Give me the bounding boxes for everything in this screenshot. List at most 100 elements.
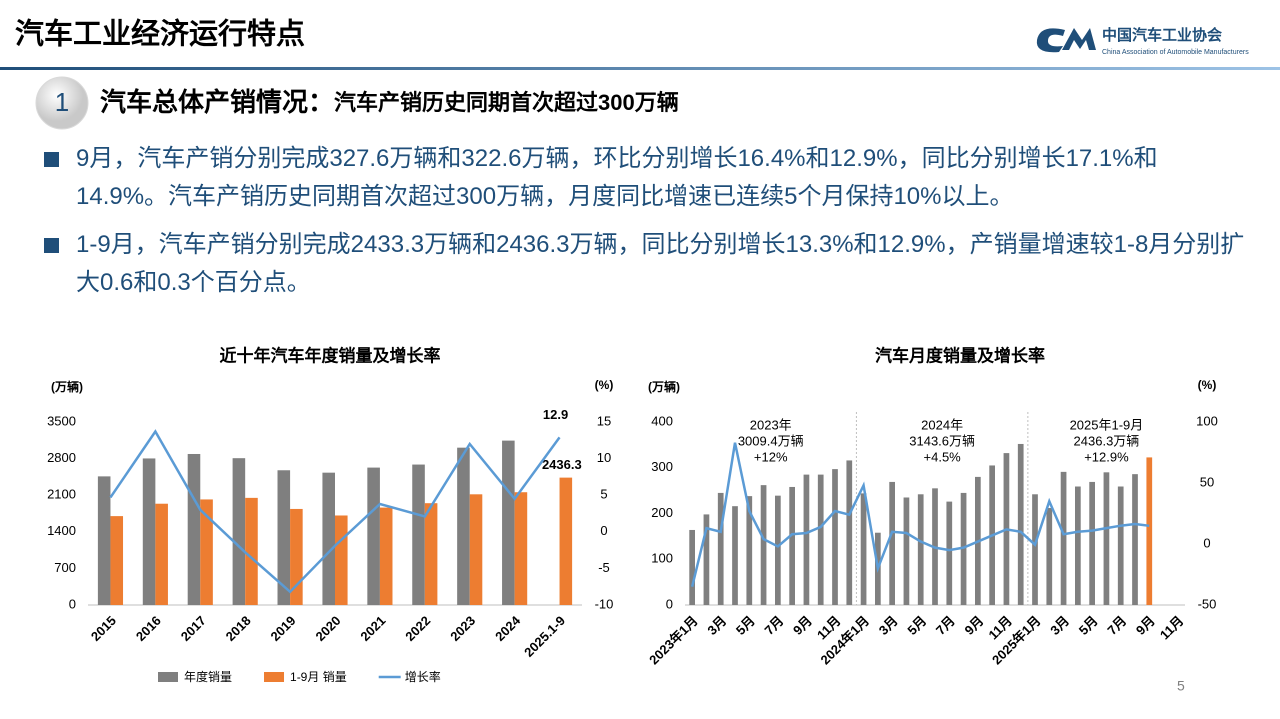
x-tick-label: 5月 <box>1076 613 1101 638</box>
y2-axis-label: (%) <box>595 378 614 392</box>
bar <box>155 503 168 605</box>
bar <box>1132 474 1138 605</box>
x-tick-label: 5月 <box>904 613 929 638</box>
x-tick-label: 2021 <box>357 613 388 644</box>
bar <box>469 494 483 605</box>
x-tick-label: 2018 <box>223 613 254 644</box>
bar <box>322 472 335 605</box>
bar <box>717 492 724 605</box>
bar <box>1075 486 1081 605</box>
bullet: 1-9月，汽车产销分别完成2433.3万辆和2436.3万辆，同比分别增长13.… <box>40 226 1245 302</box>
bar <box>889 481 895 605</box>
bullet: 9月，汽车产销分别完成327.6万辆和322.6万辆，环比分别增长16.4%和1… <box>40 140 1245 216</box>
annotation: 2025年1-9月 <box>1070 417 1144 432</box>
legend-swatch <box>158 672 178 682</box>
bar <box>960 492 967 605</box>
annotation: +4.5% <box>924 449 962 464</box>
bar <box>832 469 838 605</box>
x-tick-label: 2015 <box>88 613 119 644</box>
bar <box>502 440 515 605</box>
legend-label: 年度销量 <box>184 669 232 684</box>
bar <box>846 460 853 605</box>
y-tick-label: 1400 <box>47 523 76 538</box>
bar <box>789 486 795 605</box>
bar <box>412 464 425 605</box>
y-tick-label: 100 <box>651 551 673 566</box>
bar <box>110 516 124 605</box>
bar <box>775 495 781 605</box>
slide-title: 汽车工业经济运行特点 <box>15 17 305 51</box>
y-axis-label: (万辆) <box>51 379 83 394</box>
y2-tick-label: 5 <box>600 487 607 502</box>
x-tick-label: 9月 <box>1133 613 1158 638</box>
bar <box>424 503 438 605</box>
bar <box>514 492 528 605</box>
logo <box>1036 28 1096 53</box>
x-tick-label: 7月 <box>933 613 958 638</box>
y2-axis-label: (%) <box>1198 378 1217 392</box>
bar <box>200 499 213 605</box>
y2-tick-label: 10 <box>597 450 611 465</box>
bar <box>860 493 867 605</box>
y2-tick-label: 50 <box>1200 474 1214 489</box>
bar <box>689 529 695 605</box>
y-axis-label: (万辆) <box>648 379 680 394</box>
section-heading: 汽车总体产销情况：汽车产销历史同期首次超过300万辆 <box>100 87 679 117</box>
bar <box>97 476 111 605</box>
section-subtitle: 汽车产销历史同期首次超过300万辆 <box>334 90 679 115</box>
bar <box>1146 457 1153 605</box>
bar <box>1046 508 1053 605</box>
org-name-en: China Association of Automobile Manufact… <box>1102 49 1249 56</box>
bar <box>903 497 910 605</box>
bar <box>559 477 573 605</box>
bar <box>760 485 767 605</box>
annotation: 2024年 <box>921 417 963 432</box>
y2-tick-label: 0 <box>1203 535 1210 550</box>
y-tick-label: 200 <box>651 505 673 520</box>
x-tick-label: 2019 <box>268 613 299 644</box>
line-series <box>109 429 561 594</box>
bar <box>1017 443 1024 605</box>
page-number: 5 <box>1177 678 1185 694</box>
legend-swatch <box>264 672 285 682</box>
x-tick-label: 9月 <box>790 613 815 638</box>
x-tick-label: 7月 <box>1104 613 1129 638</box>
y2-tick-label: 100 <box>1196 413 1218 428</box>
y-tick-label: 2800 <box>47 450 76 465</box>
x-tick-label: 2022 <box>402 613 433 644</box>
bar <box>1089 481 1095 605</box>
bar <box>187 453 201 605</box>
section-title: 汽车总体产销情况： <box>100 87 334 117</box>
x-tick-label: 2023 <box>447 613 478 644</box>
legend-label: 增长率 <box>405 669 441 684</box>
annotation: 3009.4万辆 <box>738 433 804 448</box>
x-tick-label: 5月 <box>733 613 758 638</box>
bar <box>746 496 753 605</box>
annotation: +12.9% <box>1084 449 1129 464</box>
x-tick-label: 9月 <box>961 613 986 638</box>
bar <box>1060 471 1067 605</box>
y2-tick-label: 0 <box>600 523 607 538</box>
y2-tick-label: -5 <box>598 560 610 575</box>
bar <box>1117 486 1124 605</box>
bar <box>703 514 710 605</box>
x-tick-label: 2024 <box>492 612 524 644</box>
y2-tick-label: -10 <box>595 596 614 611</box>
x-tick-label: 2016 <box>133 613 164 644</box>
section-number: 1 <box>55 87 69 117</box>
bar <box>335 515 348 605</box>
bar <box>232 458 246 605</box>
bar <box>1103 472 1110 605</box>
chart-title: 近十年汽车年度销量及增长率 <box>220 345 441 365</box>
annotation: 3143.6万辆 <box>909 433 975 448</box>
bar <box>379 507 393 605</box>
x-tick-label: 2025.1-9 <box>521 613 568 660</box>
x-tick-label: 7月 <box>761 613 786 638</box>
chart-title: 汽车月度销量及增长率 <box>875 345 1045 365</box>
x-tick-label: 3月 <box>1047 613 1072 638</box>
bar <box>142 458 156 605</box>
y-tick-label: 3500 <box>47 413 76 428</box>
data-label: 12.9 <box>543 407 568 422</box>
bar <box>277 470 291 605</box>
